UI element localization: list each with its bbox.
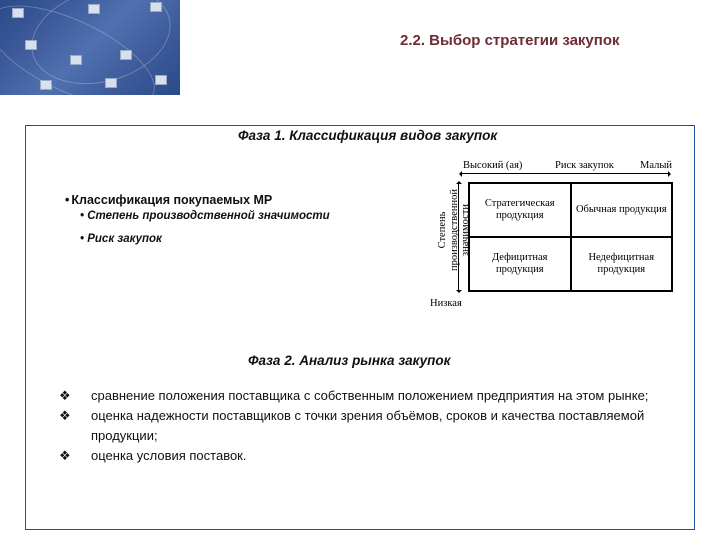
matrix-x-center-label: Риск закупок	[555, 160, 614, 171]
phase1-sub-bullet-1: Степень производственной значимости	[80, 210, 330, 222]
phase2-item-3-text: оценка условия поставок.	[91, 446, 665, 466]
diamond-icon: ❖	[55, 446, 91, 466]
matrix-cell-q3: Дефицитная продукция	[469, 237, 571, 291]
matrix-x-axis-arrow	[460, 173, 670, 174]
matrix-cell-q2: Обычная продукция	[571, 183, 673, 237]
matrix-cell-q1: Стратегическая продукция	[469, 183, 571, 237]
matrix-y-bottom-label: Низкая	[430, 298, 462, 309]
phase2-item-1-text: сравнение положения поставщика с собстве…	[91, 386, 665, 406]
phase2-item-3: ❖ оценка условия поставок.	[55, 446, 665, 466]
phase2-heading: Фаза 2. Анализ рынка закупок	[248, 352, 488, 370]
diamond-icon: ❖	[55, 406, 91, 446]
matrix-y-label: Степень производственной значимости	[437, 170, 472, 290]
diamond-icon: ❖	[55, 386, 91, 406]
phase1-main-bullet: Классификация покупаемых МР	[65, 193, 272, 207]
header-network-graphic	[0, 0, 180, 95]
phase2-item-2: ❖ оценка надежности поставщиков с точки …	[55, 406, 665, 446]
matrix-x-right-label: Малый	[640, 160, 672, 171]
phase2-item-1: ❖ сравнение положения поставщика с собст…	[55, 386, 665, 406]
page-title: 2.2. Выбор стратегии закупок	[400, 32, 620, 49]
phase1-heading: Фаза 1. Классификация видов закупок	[238, 127, 518, 145]
phase2-list: ❖ сравнение положения поставщика с собст…	[55, 386, 665, 467]
phase2-item-2-text: оценка надежности поставщиков с точки зр…	[91, 406, 665, 446]
matrix-x-left-label: Высокий (ая)	[463, 160, 522, 171]
matrix-grid: Стратегическая продукция Обычная продукц…	[468, 182, 673, 292]
matrix-diagram: Высокий (ая) Риск закупок Малый Степень …	[445, 160, 695, 325]
phase1-sub-bullet-2: Риск закупок	[80, 233, 162, 245]
matrix-cell-q4: Недефицитная продукция	[571, 237, 673, 291]
